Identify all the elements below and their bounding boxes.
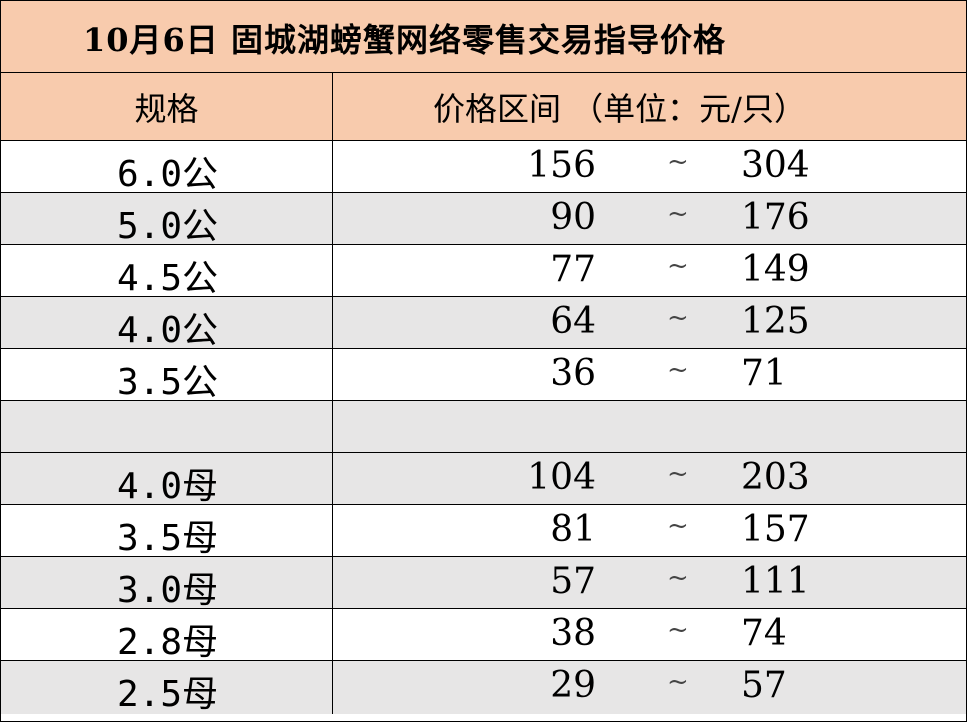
range-separator: ~	[667, 355, 689, 385]
range-separator: ~	[667, 459, 689, 489]
price-high: 149	[741, 249, 810, 290]
cell-spec: 5.0公	[1, 193, 333, 247]
table-row: 2.5母 29 ~ 57	[1, 661, 966, 715]
price-low: 64	[550, 301, 596, 342]
price-low: 156	[527, 145, 596, 186]
price-low: 36	[550, 353, 596, 394]
header-price-range: 价格区间 （单位：元/只）	[433, 89, 806, 128]
range-separator: ~	[667, 251, 689, 281]
table-row: 3.0母 57 ~ 111	[1, 557, 966, 611]
spec-label: 6.0公	[117, 154, 219, 195]
table-row: 5.0公 90 ~ 176	[1, 193, 966, 247]
table-row: 4.0母 104 ~ 203	[1, 453, 966, 507]
price-high: 125	[741, 301, 810, 342]
price-low: 29	[550, 665, 596, 706]
price-high: 157	[741, 509, 810, 550]
range-separator: ~	[667, 511, 689, 541]
spec-label: 4.5公	[117, 258, 219, 299]
price-low: 38	[550, 613, 596, 654]
price-low: 90	[550, 197, 596, 238]
price-high: 176	[741, 197, 810, 238]
price-low: 104	[527, 457, 596, 498]
cell-spec: 3.5公	[1, 349, 333, 403]
cell-spec: 3.0母	[1, 557, 333, 611]
price-high: 71	[741, 353, 787, 394]
range-separator: ~	[667, 667, 689, 697]
range-separator: ~	[667, 615, 689, 645]
price-high: 203	[741, 457, 810, 498]
cell-spec: 4.0公	[1, 297, 333, 351]
price-low: 77	[550, 249, 596, 290]
cell-spec: 4.5公	[1, 245, 333, 299]
spec-label: 2.5母	[117, 674, 219, 715]
price-low: 81	[550, 509, 596, 550]
range-separator: ~	[667, 147, 689, 177]
table-row: 6.0公 156 ~ 304	[1, 141, 966, 195]
spec-label: 3.5公	[117, 362, 219, 403]
spec-label: 3.5母	[117, 518, 219, 559]
table-row: 2.8母 38 ~ 74	[1, 609, 966, 663]
price-low: 57	[550, 561, 596, 602]
spec-label: 5.0公	[117, 206, 219, 247]
table-row: 3.5母 81 ~ 157	[1, 505, 966, 559]
range-separator: ~	[667, 199, 689, 229]
cell-spec: 2.5母	[1, 661, 333, 715]
table-row: 4.0公 64 ~ 125	[1, 297, 966, 351]
cell-spec: 3.5母	[1, 505, 333, 559]
table-row: 3.5公 36 ~ 71	[1, 349, 966, 403]
spec-label: 4.0公	[117, 310, 219, 351]
cell-spec: 4.0母	[1, 453, 333, 507]
cell-spec	[1, 401, 333, 452]
empty-row	[1, 401, 966, 453]
range-separator: ~	[667, 303, 689, 333]
spec-label: 3.0母	[117, 570, 219, 611]
cell-spec: 6.0公	[1, 141, 333, 195]
range-separator: ~	[667, 563, 689, 593]
header-spec: 规格	[1, 73, 333, 140]
table-title: 10月6日 固城湖螃蟹网络零售交易指导价格	[83, 21, 726, 59]
price-high: 304	[741, 145, 810, 186]
spec-label: 2.8母	[117, 622, 219, 663]
cell-spec: 2.8母	[1, 609, 333, 663]
spec-label: 4.0母	[117, 466, 219, 507]
price-high: 57	[741, 665, 787, 706]
header-row: 规格 价格区间 （单位：元/只）	[1, 73, 966, 141]
price-high: 74	[741, 613, 787, 654]
price-high: 111	[741, 561, 810, 602]
table-row: 4.5公 77 ~ 149	[1, 245, 966, 299]
title-row: 10月6日 固城湖螃蟹网络零售交易指导价格	[1, 1, 966, 73]
